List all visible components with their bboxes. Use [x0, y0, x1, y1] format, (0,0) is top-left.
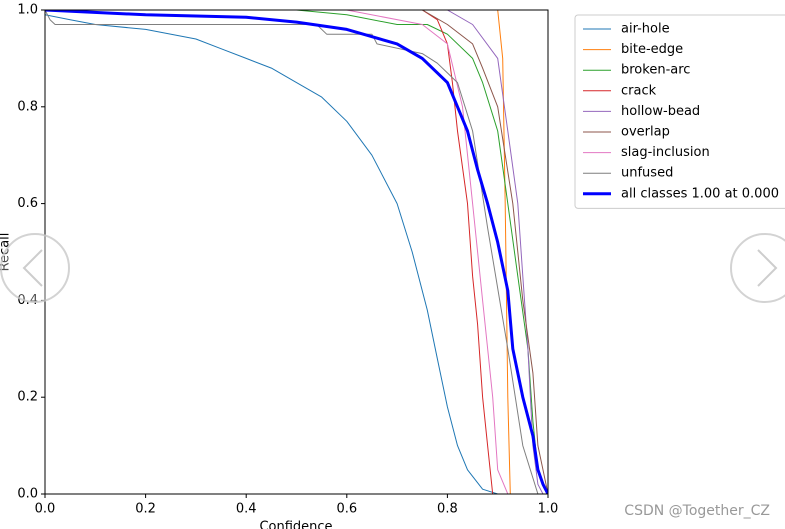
- nav-button[interactable]: [730, 233, 785, 303]
- legend-label: crack: [621, 83, 657, 98]
- x-tick-label: 1.0: [538, 502, 559, 517]
- x-tick-label: 0.6: [336, 502, 357, 517]
- series-line: [45, 14, 498, 494]
- x-tick-label: 0.0: [35, 502, 56, 517]
- nav-button[interactable]: [0, 233, 70, 303]
- y-tick-label: 0.2: [17, 390, 38, 405]
- y-axis-label: Recall: [0, 233, 13, 272]
- x-tick-label: 0.8: [437, 502, 458, 517]
- series-line: [45, 10, 548, 494]
- legend-label: overlap: [621, 125, 670, 140]
- legend-label: bite-edge: [621, 42, 683, 57]
- series-line: [45, 10, 494, 494]
- series-line: [45, 10, 509, 494]
- y-tick-label: 0.8: [17, 99, 38, 114]
- y-tick-label: 0.6: [17, 196, 38, 211]
- x-axis-label: Confidence: [259, 520, 332, 529]
- series-line: [45, 10, 539, 494]
- y-tick-label: 1.0: [17, 3, 38, 18]
- nav-arrow: [22, 249, 43, 287]
- legend-box: [574, 14, 785, 209]
- plot-frame: [44, 9, 549, 495]
- legend-label: hollow-bead: [621, 104, 700, 119]
- watermark: CSDN @Together_CZ: [624, 503, 770, 519]
- nav-arrow: [757, 249, 778, 287]
- legend-label: broken-arc: [621, 63, 690, 78]
- x-tick-label: 0.2: [135, 502, 156, 517]
- legend-label: all classes 1.00 at 0.000: [621, 186, 779, 201]
- series-line: [45, 10, 511, 494]
- series-line: [45, 10, 548, 494]
- x-tick-label: 0.4: [236, 502, 257, 517]
- legend-label: air-hole: [621, 22, 670, 37]
- series-line: [45, 10, 544, 494]
- legend-label: slag-inclusion: [621, 145, 710, 160]
- legend-label: unfused: [621, 166, 673, 181]
- series-line: [45, 10, 548, 494]
- y-tick-label: 0.0: [17, 487, 38, 502]
